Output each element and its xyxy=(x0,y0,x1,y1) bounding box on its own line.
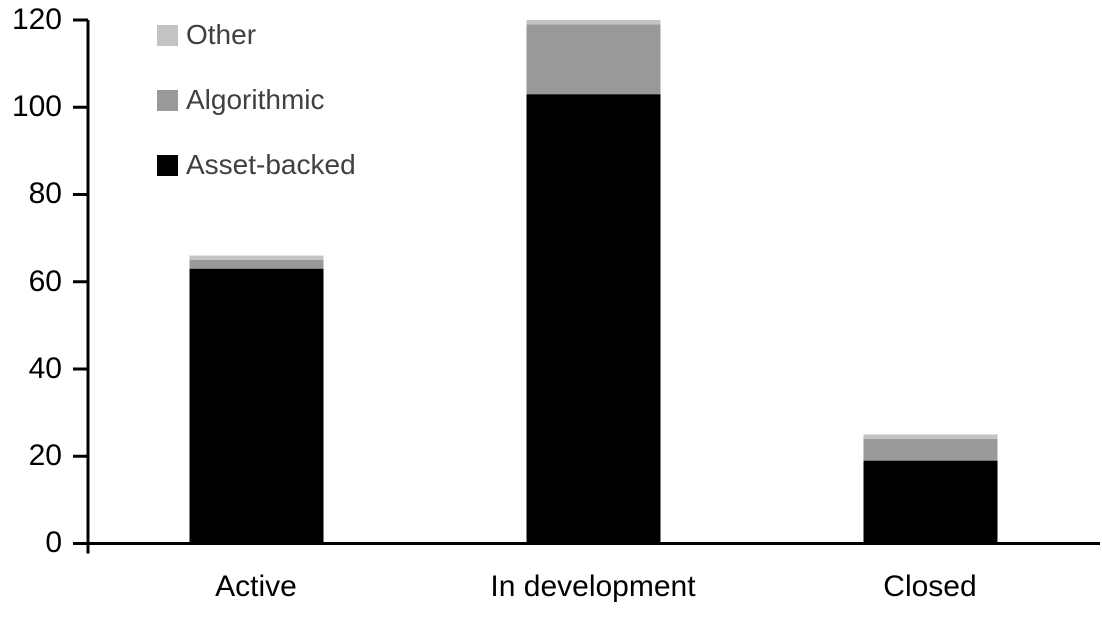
y-axis-tick-label: 0 xyxy=(45,526,62,559)
legend-item-algorithmic: Algorithmic xyxy=(157,84,325,115)
y-axis-tick-label: 120 xyxy=(11,3,62,36)
y-axis-tick-label: 20 xyxy=(28,439,62,472)
y-axis-tick-label: 40 xyxy=(28,352,62,385)
y-axis-tick-label: 80 xyxy=(28,177,62,210)
legend-label-algorithmic: Algorithmic xyxy=(186,84,325,115)
legend-swatch-algorithmic xyxy=(157,89,178,111)
legend-item-asset-backed: Asset-backed xyxy=(157,149,356,180)
legend-swatch-other xyxy=(157,24,178,46)
legend-swatch-asset-backed xyxy=(157,154,178,176)
x-axis-category-label-closed: Closed xyxy=(883,570,977,603)
legend-label-other: Other xyxy=(186,19,257,50)
x-axis-category-label-in-development: In development xyxy=(490,570,696,603)
y-axis-tick-label: 100 xyxy=(11,90,62,123)
legend-item-other: Other xyxy=(157,19,257,50)
legend-label-asset-backed: Asset-backed xyxy=(186,149,356,180)
y-axis-tick-label: 60 xyxy=(28,265,62,298)
x-axis-category-label-active: Active xyxy=(215,570,297,603)
